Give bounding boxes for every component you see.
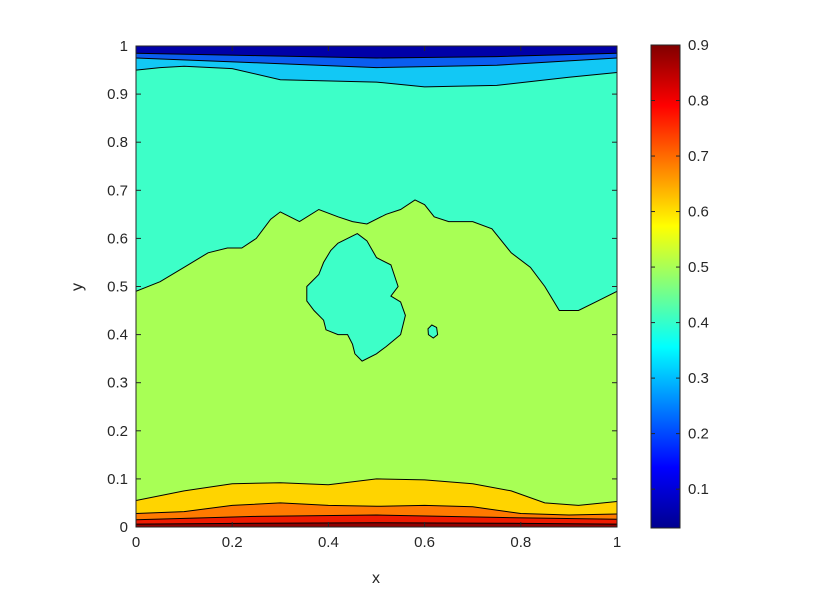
colorbar: 0.1 0.2 0.3 0.4 0.5 0.6 0.7 0.8 0.9 (650, 37, 709, 529)
contour-line-teal-island-small (427, 324, 439, 339)
teal-island-small (428, 325, 438, 338)
colorbar-tick-label: 0.2 (688, 426, 709, 443)
contour-fill-regions (136, 46, 617, 527)
colorbar-tick-label: 0.9 (688, 37, 709, 54)
y-tick-label: 1 (120, 38, 128, 55)
region-lower-yellow (136, 478, 617, 515)
colorbar-ticks: 0.1 0.2 0.3 0.4 0.5 0.6 0.7 0.8 0.9 (651, 37, 709, 498)
colorbar-tick-label: 0.5 (688, 259, 709, 276)
contour-line-top-2 (136, 57, 617, 69)
contour-line-teal-island-large (306, 233, 406, 362)
y-axis-label: y (69, 283, 86, 291)
y-tick-label: 0.7 (107, 182, 128, 199)
colorbar-tick-label: 0.4 (688, 315, 709, 332)
region-bottom-dark-red (136, 522, 617, 527)
contour-line-top-3 (136, 65, 617, 88)
contour-line-lower-2 (136, 502, 617, 516)
region-lower-orange (136, 502, 617, 520)
x-tick-label: 0.4 (318, 534, 339, 551)
colorbar-tick-label: 0.6 (688, 204, 709, 221)
contour-lines (136, 52, 617, 525)
y-tick-label: 0.1 (107, 471, 128, 488)
y-tick-label: 0.3 (107, 375, 128, 392)
contour-line-lower-4 (136, 522, 617, 525)
contour-line-top-1 (136, 52, 617, 59)
teal-island-large (306, 233, 406, 362)
colorbar-tick-label: 0.8 (688, 93, 709, 110)
contour-line-mid-boundary (136, 199, 617, 311)
x-axis-ticks: 0 0.2 0.4 0.6 0.8 1 (132, 46, 621, 551)
colorbar-tick-label: 0.1 (688, 481, 709, 498)
x-axis-label: x (372, 570, 380, 587)
y-axis-ticks: 0 0.1 0.2 0.3 0.4 0.5 0.6 0.7 0.8 0.9 1 (107, 38, 617, 536)
x-tick-label: 1 (613, 534, 621, 551)
contour-line-lower-1 (136, 478, 617, 506)
colorbar-tick-label: 0.3 (688, 370, 709, 387)
region-lower-red (136, 515, 617, 525)
x-tick-label: 0.6 (414, 534, 435, 551)
y-tick-label: 0.6 (107, 230, 128, 247)
y-tick-label: 0.9 (107, 86, 128, 103)
contour-line-lower-3 (136, 514, 617, 521)
colorbar-gradient (650, 44, 681, 529)
y-tick-label: 0.4 (107, 327, 128, 344)
region-upper-teal (136, 66, 617, 311)
y-tick-label: 0.2 (107, 423, 128, 440)
region-top-dark-blue (136, 46, 617, 58)
colorbar-tick-label: 0.7 (688, 148, 709, 165)
x-tick-label: 0.8 (510, 534, 531, 551)
plot-area (135, 45, 618, 528)
x-tick-label: 0.2 (222, 534, 243, 551)
y-tick-label: 0.5 (107, 279, 128, 296)
y-tick-label: 0.8 (107, 134, 128, 151)
x-tick-label: 0 (132, 534, 140, 551)
y-tick-label: 0 (120, 519, 128, 536)
